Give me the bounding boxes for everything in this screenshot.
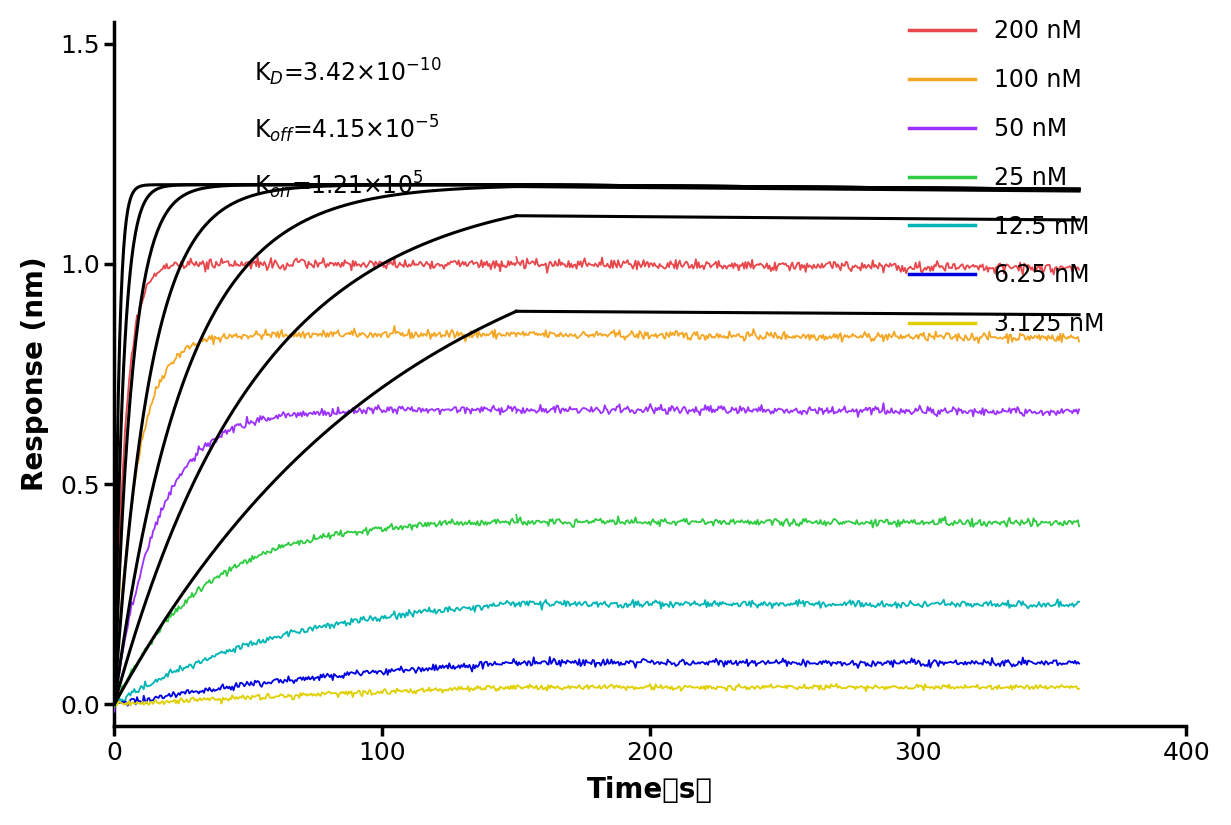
X-axis label: Time（s）: Time（s） — [587, 776, 713, 804]
Y-axis label: Response (nm): Response (nm) — [21, 257, 49, 492]
Legend: 200 nM, 100 nM, 50 nM, 25 nM, 12.5 nM, 6.25 nM, 3.125 nM: 200 nM, 100 nM, 50 nM, 25 nM, 12.5 nM, 6… — [908, 20, 1104, 337]
Text: K$_D$=3.42×10$^{-10}$
K$_{off}$=4.15×10$^{-5}$
K$_{on}$=1.21×10$^{5}$: K$_D$=3.42×10$^{-10}$ K$_{off}$=4.15×10$… — [254, 57, 441, 200]
